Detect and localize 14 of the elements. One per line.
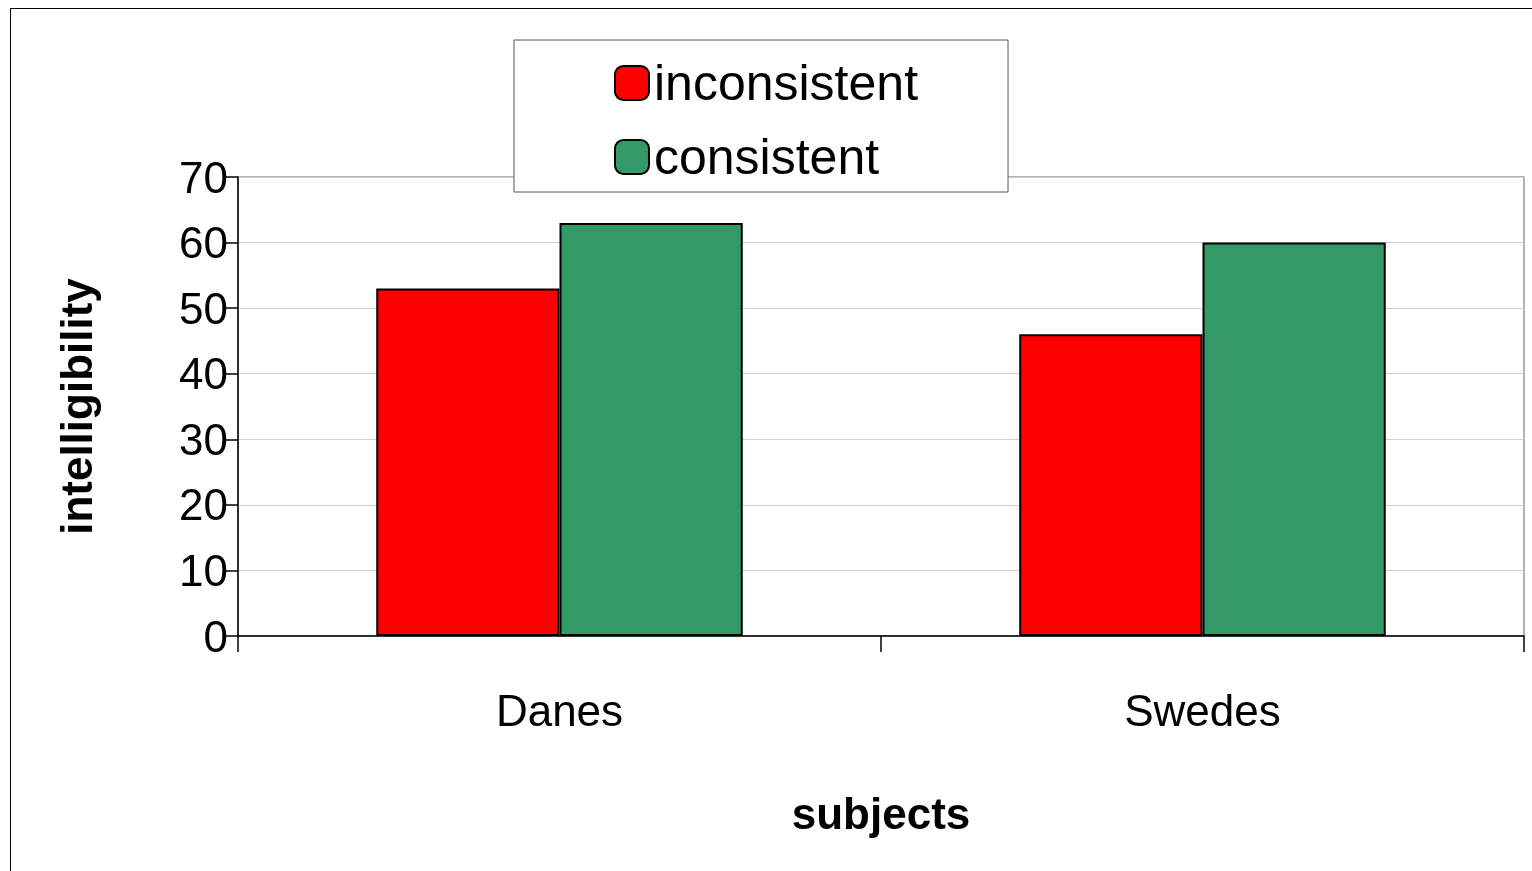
x-axis-title: subjects	[791, 788, 971, 838]
y-tick-label: 20	[179, 480, 228, 530]
y-tick-label: 70	[179, 152, 228, 202]
y-tick-label: 30	[179, 414, 228, 464]
y-tick-label: 0	[203, 611, 228, 661]
x-tick-label: Danes	[495, 685, 624, 735]
y-tick-label: 10	[179, 545, 228, 595]
y-tick-label: 50	[179, 283, 228, 333]
x-tick-label: Swedes	[1124, 685, 1281, 735]
y-axis-title: intelligibility	[51, 277, 101, 535]
y-tick-label: 40	[179, 349, 228, 399]
y-tick-label: 60	[179, 218, 228, 268]
legend-label: inconsistent	[653, 55, 919, 111]
legend-label: consistent	[653, 129, 880, 185]
